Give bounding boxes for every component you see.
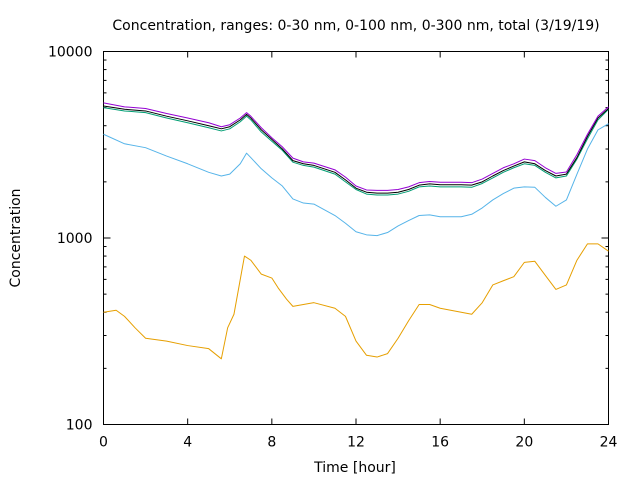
series-line-1 bbox=[103, 243, 609, 360]
y-tick-label: 100 bbox=[66, 418, 93, 434]
x-tick-label: 20 bbox=[515, 435, 533, 451]
x-axis-label: Time [hour] bbox=[313, 460, 396, 476]
series-layer bbox=[103, 102, 609, 360]
x-tick-label: 16 bbox=[431, 435, 449, 451]
plot-frame bbox=[103, 51, 609, 425]
series-line-4 bbox=[103, 105, 609, 194]
x-tick-label: 8 bbox=[267, 435, 276, 451]
series-line-2 bbox=[103, 123, 609, 237]
series-line-3 bbox=[103, 107, 609, 196]
x-tick-label: 0 bbox=[99, 435, 108, 451]
y-tick-label: 1000 bbox=[57, 231, 93, 247]
series-line-5 bbox=[103, 102, 609, 191]
chart-title: Concentration, ranges: 0-30 nm, 0-100 nm… bbox=[112, 18, 599, 34]
x-tick-label: 4 bbox=[183, 435, 192, 451]
axis-ticks: 0 4 8 12 16 20 24 100 1000 10000 bbox=[48, 45, 618, 451]
y-tick-label: 10000 bbox=[48, 45, 93, 61]
x-tick-label: 12 bbox=[347, 435, 365, 451]
y-axis-label: Concentration bbox=[8, 188, 24, 287]
x-tick-label: 24 bbox=[600, 435, 618, 451]
